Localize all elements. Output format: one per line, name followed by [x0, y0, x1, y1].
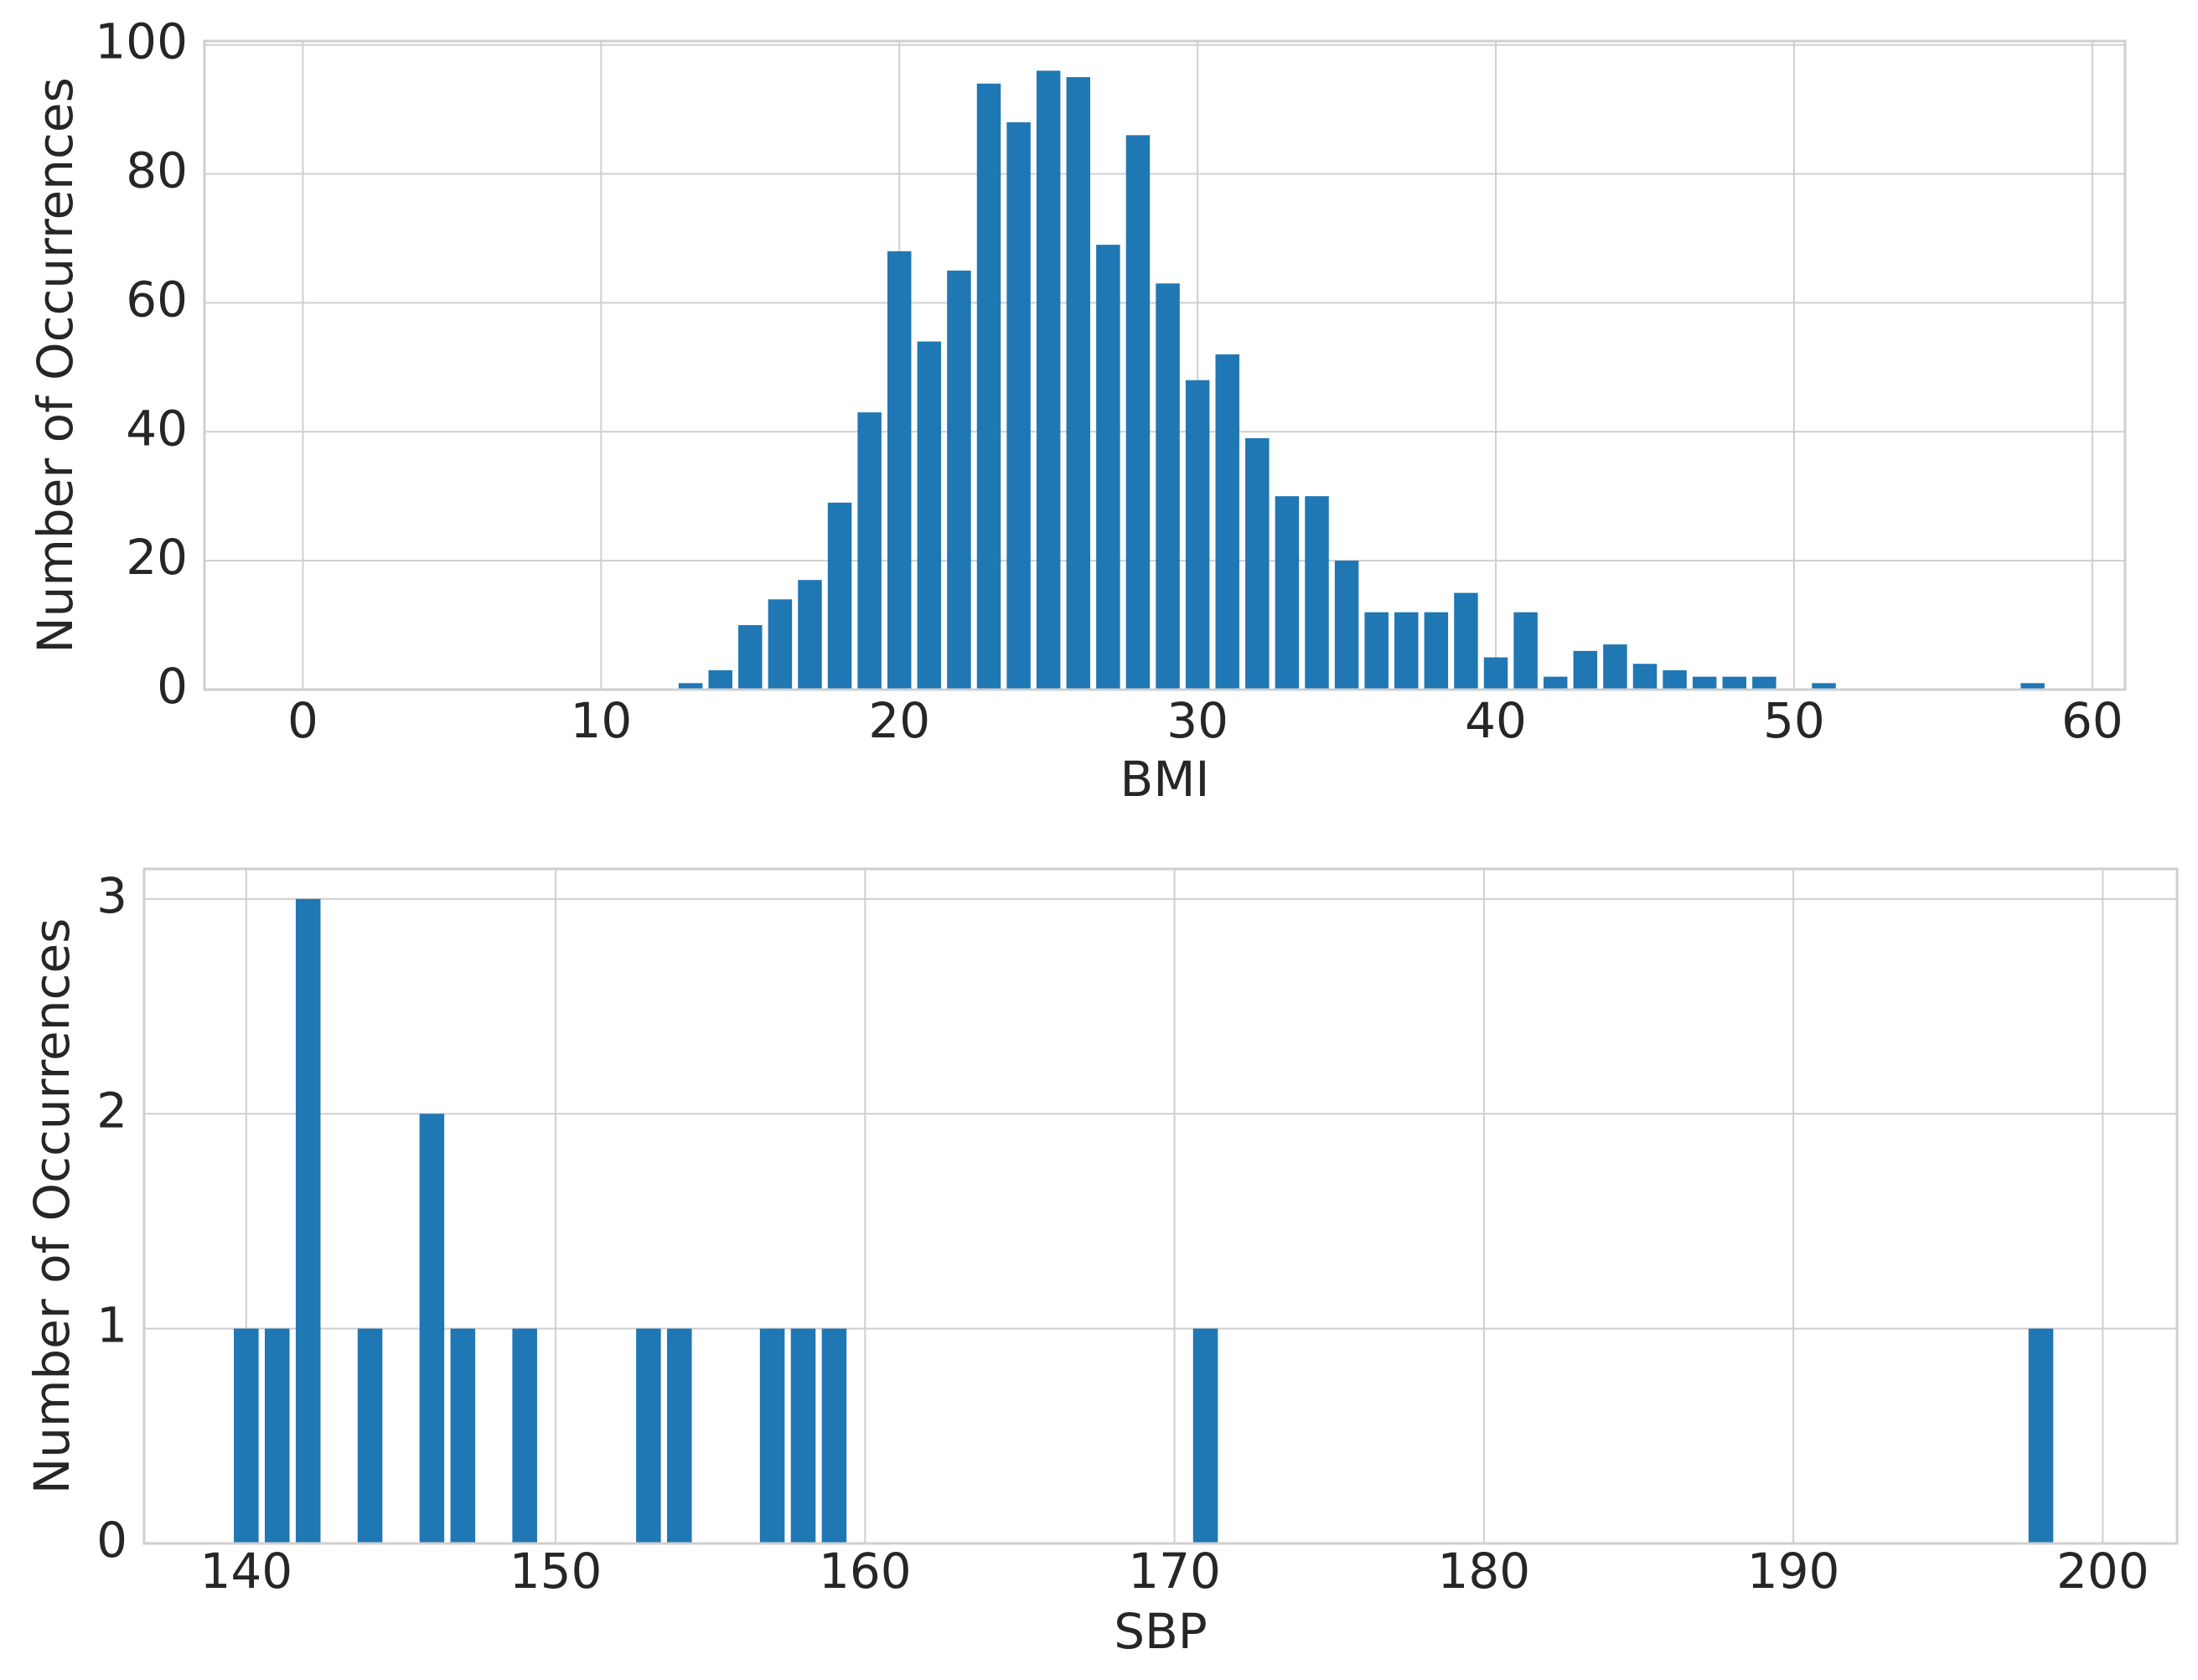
x-tick-label: 140	[199, 1543, 292, 1600]
bar	[512, 1328, 537, 1543]
y-tick-label: 0	[157, 658, 188, 715]
bar	[738, 625, 763, 690]
bar	[1692, 676, 1717, 690]
x-tick-label: 200	[2056, 1543, 2149, 1600]
bar	[887, 251, 912, 690]
bar	[1364, 612, 1389, 690]
bar	[667, 1328, 692, 1543]
bar	[1573, 650, 1598, 690]
y-axis-label: Number of Occurrences	[27, 77, 84, 654]
bar	[798, 580, 822, 690]
bar	[265, 1328, 290, 1543]
plot-frame	[142, 867, 2179, 1545]
chart-panel: 0 10 20 30 40 50 60 0 20 40 60 80 100 BMI Number of Oc…	[27, 13, 2127, 808]
bar	[1192, 1328, 1218, 1543]
y-axis-label: Number of Occurrences	[23, 918, 80, 1495]
x-tick-label: 190	[1747, 1543, 1840, 1600]
x-tick-label: 20	[868, 692, 930, 749]
bar	[768, 599, 793, 690]
y-tick-label: 20	[126, 529, 188, 586]
x-tick-label: 160	[819, 1543, 912, 1600]
bar	[1096, 245, 1120, 690]
bar	[1663, 669, 1687, 690]
bar	[1424, 612, 1449, 690]
bar	[1812, 683, 1836, 690]
bar	[1006, 121, 1031, 690]
y-tick-label: 100	[95, 13, 188, 70]
bar	[357, 1328, 383, 1543]
bar	[1543, 676, 1568, 690]
bar	[2028, 1328, 2054, 1543]
bar	[790, 1328, 816, 1543]
bar	[1334, 561, 1359, 690]
x-axis-label: BMI	[1120, 751, 1210, 808]
bar	[1394, 612, 1419, 690]
bar	[827, 502, 852, 690]
bar	[1245, 437, 1270, 690]
bar	[2020, 683, 2045, 690]
bar	[821, 1328, 847, 1543]
x-tick-label: 150	[509, 1543, 603, 1600]
y-tick-label: 60	[126, 271, 188, 328]
x-tick-label: 50	[1763, 692, 1825, 749]
bar	[419, 1114, 445, 1543]
x-axis-label: SBP	[1114, 1603, 1208, 1660]
bar	[1632, 664, 1658, 690]
y-tick-label: 1	[96, 1297, 127, 1354]
x-tick-label: 40	[1465, 692, 1527, 749]
bar	[1036, 70, 1061, 690]
bar	[1752, 676, 1777, 690]
bar	[708, 669, 732, 690]
x-tick-label: 0	[287, 692, 318, 749]
x-tick-label: 10	[570, 692, 632, 749]
bar	[1483, 657, 1508, 690]
y-tick-label: 40	[126, 400, 188, 457]
bar	[1185, 380, 1210, 690]
bar	[1066, 77, 1091, 690]
x-tick-label: 60	[2061, 692, 2123, 749]
bar	[1215, 354, 1239, 690]
bar	[678, 683, 703, 690]
bar	[976, 83, 1001, 690]
bar	[1454, 592, 1478, 690]
x-tick-label: 170	[1128, 1543, 1221, 1600]
y-tick-label: 2	[96, 1082, 127, 1139]
bar	[636, 1328, 661, 1543]
bar	[759, 1328, 785, 1543]
bar	[450, 1328, 476, 1543]
bar	[1156, 283, 1180, 690]
bar	[1305, 496, 1329, 690]
x-tick-label: 180	[1438, 1543, 1531, 1600]
x-tick-label: 30	[1166, 692, 1228, 749]
bar	[1275, 496, 1300, 690]
bar	[947, 270, 971, 690]
y-tick-label: 3	[96, 867, 127, 924]
bar	[1125, 135, 1151, 690]
bar	[917, 341, 942, 690]
bar	[1603, 644, 1627, 690]
y-tick-label: 80	[126, 142, 188, 199]
bar	[234, 1328, 259, 1543]
bar	[1722, 676, 1747, 690]
y-tick-label: 0	[96, 1512, 127, 1569]
bar	[295, 898, 321, 1543]
chart-panel: 140 150 160 170 180 190 200 0 1 2 3 SBP Number of Oc…	[23, 867, 2179, 1660]
bar	[1513, 612, 1538, 690]
bar	[857, 412, 882, 690]
plot-frame	[203, 39, 2127, 691]
